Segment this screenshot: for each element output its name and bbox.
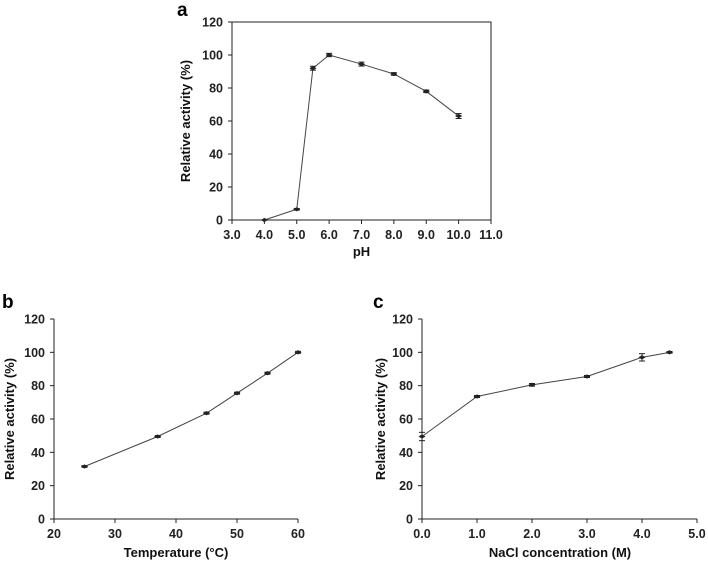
- panel-a-data-point: [325, 52, 333, 58]
- panel-c-y-tick-label: 0: [406, 513, 413, 527]
- panel-c-data-point: [583, 374, 591, 379]
- panel-b-y-axis-title: Relative activity (%): [2, 358, 17, 480]
- panel-c-x-tick-label: 2.0: [523, 527, 540, 541]
- panel-b-x-tick-label: 20: [47, 527, 61, 541]
- panel-b-data-point: [80, 464, 89, 469]
- panel-b-series: [80, 350, 302, 469]
- panel-a-data-point: [455, 113, 463, 119]
- panel-a-y-tick-label: 120: [202, 16, 223, 30]
- panel-b-data-point: [202, 411, 211, 416]
- panel-c-data-point: [638, 355, 646, 360]
- panel-a-data-point: [390, 71, 398, 77]
- panel-a-y-axis-title: Relative activity (%): [178, 60, 193, 182]
- panel-c-y-tick-label: 40: [399, 446, 413, 460]
- panel-c-y-tick-label: 60: [399, 413, 413, 427]
- panel-a-x-tick-label: 6.0: [320, 228, 337, 242]
- panel-c-x-axis-title: NaCl concentration (M): [489, 545, 631, 560]
- panel-a-ticks: 3.0 4.0 5.0 6.0 7.0 8.0 9.0 10.0 11.0 0 20 40 60 80 10…: [202, 16, 503, 243]
- panel-a-x-axis-title: pH: [353, 244, 370, 259]
- panel-b-x-tick-label: 40: [169, 527, 183, 541]
- panel-a-plot-frame: [231, 21, 492, 221]
- panel-c-y-tick-label: 80: [399, 379, 413, 393]
- panel-a-data-point: [422, 89, 430, 94]
- panel-b-y-tick-label: 60: [31, 413, 45, 427]
- panel-b: b Temperature (°C) Relative activity (%)…: [2, 292, 305, 560]
- panel-c-x-tick-label: 4.0: [633, 527, 650, 541]
- panel-c-y-tick-label: 20: [399, 479, 413, 493]
- panel-a-series-line: [264, 54, 459, 221]
- panel-a-data-point: [260, 217, 268, 223]
- panel-c-x-tick-label: 5.0: [688, 527, 705, 541]
- panel-a-x-tick-label: 3.0: [223, 228, 240, 242]
- panel-b-x-tick-label: 50: [230, 527, 244, 541]
- panel-b-y-tick-label: 100: [24, 346, 45, 360]
- panel-b-x-tick-label: 60: [291, 527, 305, 541]
- panel-a-letter: a: [177, 0, 188, 21]
- panel-b-x-tick-label: 30: [108, 527, 122, 541]
- panel-a-y-tick-label: 60: [209, 115, 223, 129]
- panel-a-x-tick-label: 11.0: [479, 228, 503, 242]
- panel-b-letter: b: [2, 292, 14, 313]
- panel-c: c NaCl concentration (M) Relative activi…: [373, 292, 706, 560]
- panel-a-data-point: [357, 61, 366, 67]
- panel-a: a pH Relative activity (%) 3.0 4.0 5.0 6.0 7…: [177, 0, 503, 259]
- panel-c-data-point: [473, 394, 481, 399]
- panel-b-y-tick-label: 20: [31, 479, 45, 493]
- panel-a-y-tick-label: 40: [209, 148, 223, 162]
- panel-b-y-tick-label: 120: [24, 313, 45, 327]
- panel-b-data-point: [154, 434, 162, 439]
- panel-b-data-point: [233, 391, 241, 396]
- panel-a-y-tick-label: 20: [209, 181, 223, 195]
- panel-c-y-tick-label: 100: [392, 346, 413, 360]
- panel-a-series: [260, 52, 463, 223]
- panel-c-x-tick-label: 1.0: [468, 527, 485, 541]
- panel-a-y-tick-label: 0: [216, 214, 223, 228]
- panel-c-letter: c: [373, 292, 384, 313]
- panel-b-y-tick-label: 0: [38, 513, 45, 527]
- panel-c-series-line: [421, 351, 670, 437]
- panel-a-data-point: [293, 207, 301, 212]
- panel-b-data-point: [294, 350, 302, 355]
- panel-a-x-tick-label: 5.0: [288, 228, 305, 242]
- panel-c-y-tick-label: 120: [392, 313, 413, 327]
- panel-a-data-point: [309, 66, 317, 71]
- panel-b-data-point: [263, 371, 272, 376]
- panel-b-y-tick-label: 80: [31, 379, 45, 393]
- panel-b-y-tick-label: 40: [31, 446, 45, 460]
- panel-c-data-point: [418, 434, 426, 439]
- panel-a-y-tick-label: 80: [209, 82, 223, 96]
- panel-a-x-tick-label: 7.0: [353, 228, 370, 242]
- panel-c-y-axis-title: Relative activity (%): [373, 358, 388, 480]
- panel-c-data-point: [665, 350, 674, 355]
- panel-b-x-axis-title: Temperature (°C): [124, 545, 229, 560]
- panel-a-x-tick-label: 8.0: [385, 228, 402, 242]
- panel-c-x-tick-label: 3.0: [578, 527, 595, 541]
- panel-c-data-point: [528, 382, 536, 387]
- panel-b-series-line: [84, 351, 299, 467]
- panel-c-x-tick-label: 0.0: [413, 527, 430, 541]
- panel-c-ticks: 0.0 1.0 2.0 3.0 4.0 5.0 0 20 40 60 80 100 120: [392, 313, 706, 542]
- panel-a-x-tick-label: 10.0: [446, 228, 470, 242]
- panel-a-x-tick-label: 9.0: [418, 228, 435, 242]
- panel-a-y-tick-label: 100: [202, 49, 223, 63]
- panel-c-series: [418, 350, 674, 442]
- panel-a-x-tick-label: 4.0: [256, 228, 273, 242]
